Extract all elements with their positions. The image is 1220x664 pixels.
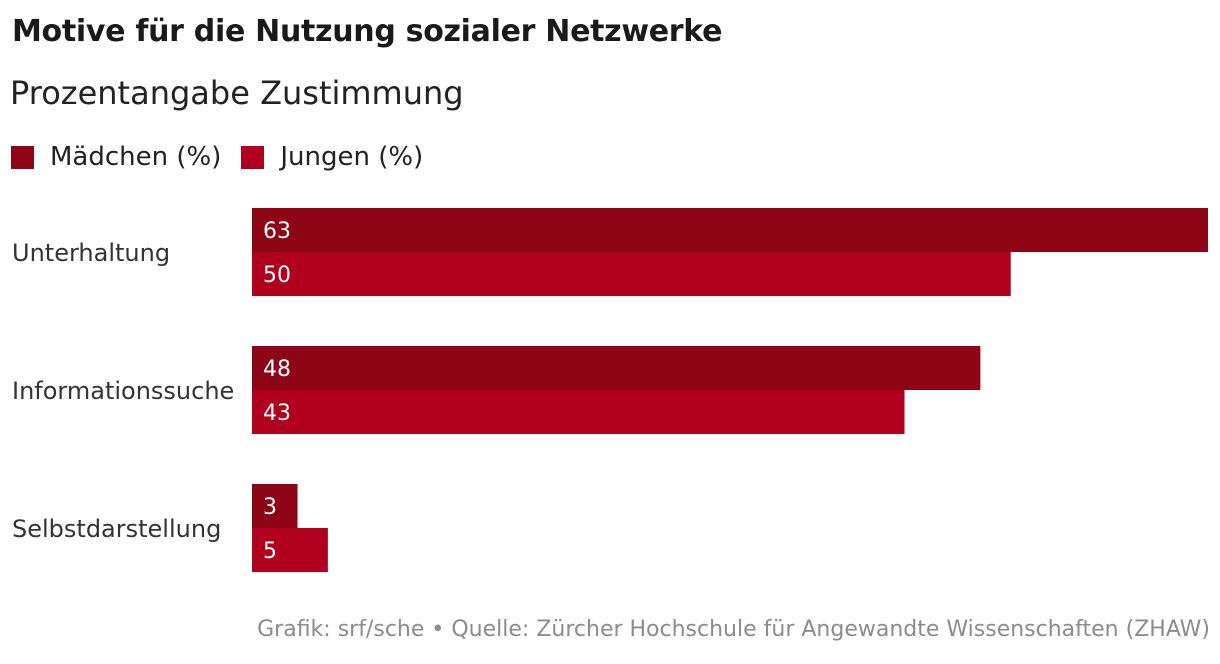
bar-unterhaltung-jungen xyxy=(252,252,1011,296)
category-label-informationssuche: Informationssuche xyxy=(12,377,234,405)
data-label-unterhaltung-maedchen: 63 xyxy=(263,219,291,244)
data-label-unterhaltung-jungen: 50 xyxy=(263,263,291,288)
data-label-informationssuche-jungen: 43 xyxy=(263,401,291,426)
bar-selbstdarstellung-jungen xyxy=(252,528,328,572)
bar-selbstdarstellung-maedchen xyxy=(252,484,298,528)
chart-subtitle: Prozentangabe Zustimmung xyxy=(10,74,464,112)
legend-label-maedchen: Mädchen (%) xyxy=(50,142,222,172)
category-label-unterhaltung: Unterhaltung xyxy=(12,239,170,267)
legend-label-jungen: Jungen (%) xyxy=(280,142,424,172)
data-label-selbstdarstellung-jungen: 5 xyxy=(263,539,277,564)
data-label-selbstdarstellung-maedchen: 3 xyxy=(263,495,277,520)
chart-title: Motive für die Nutzung sozialer Netzwerk… xyxy=(12,14,723,49)
legend: Mädchen (%) Jungen (%) xyxy=(11,142,443,172)
category-label-selbstdarstellung: Selbstdarstellung xyxy=(12,515,221,543)
bar-informationssuche-jungen xyxy=(252,390,905,434)
data-label-informationssuche-maedchen: 48 xyxy=(263,357,291,382)
source-footer: Grafik: srf/sche • Quelle: Zürcher Hochs… xyxy=(257,617,1210,642)
legend-item-maedchen: Mädchen (%) xyxy=(11,142,221,172)
bar-informationssuche-maedchen xyxy=(252,346,981,390)
legend-swatch-jungen xyxy=(241,145,265,169)
bar-unterhaltung-maedchen xyxy=(252,208,1208,252)
legend-item-jungen: Jungen (%) xyxy=(241,142,423,172)
legend-swatch-maedchen xyxy=(11,145,34,169)
